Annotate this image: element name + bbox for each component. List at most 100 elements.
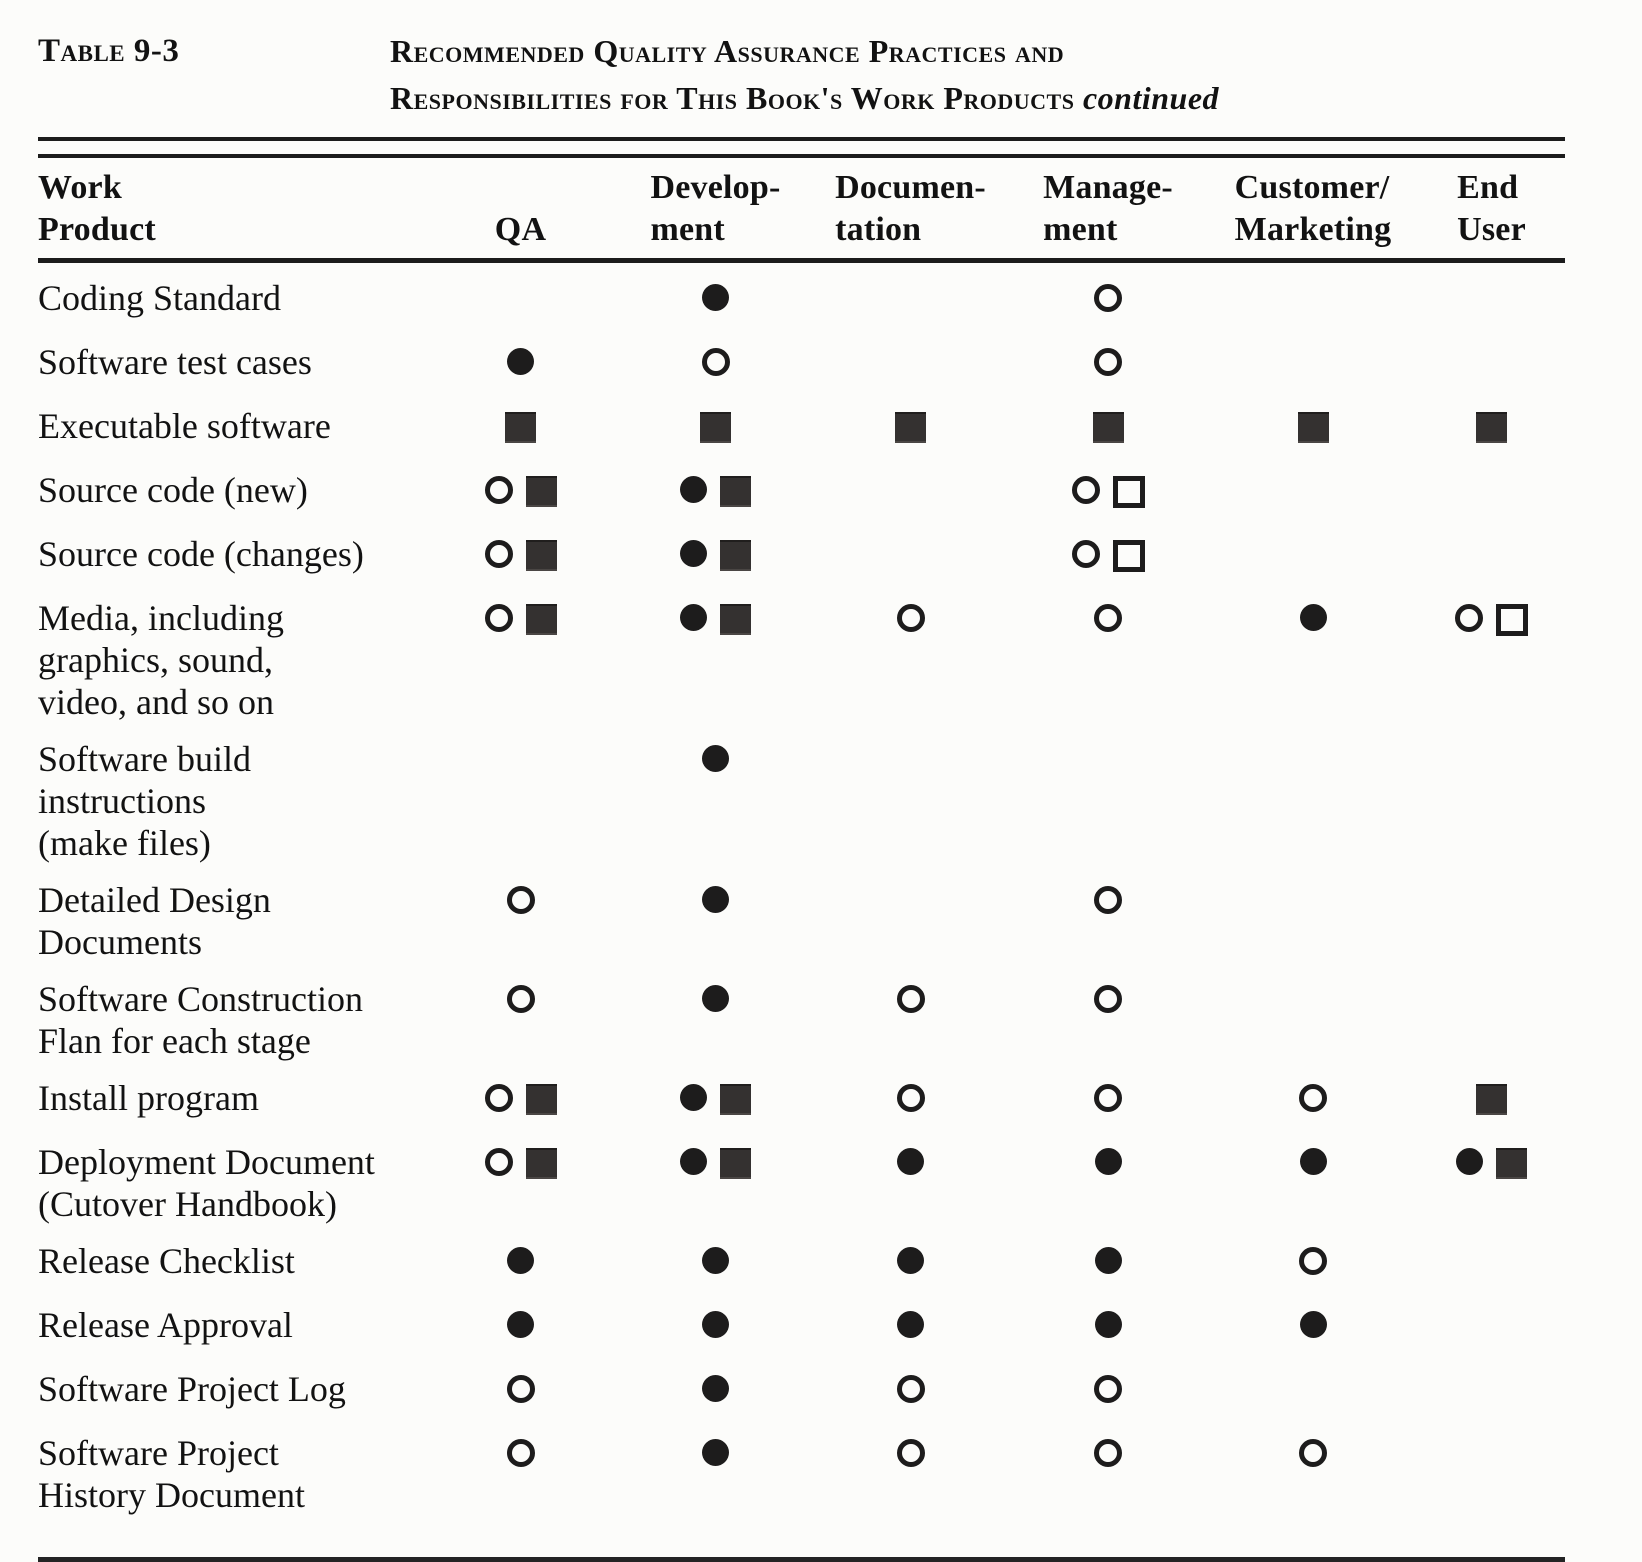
column-header-management: Manage-ment xyxy=(1008,167,1208,251)
continued-marker: continued xyxy=(1082,80,1220,116)
open-circle-icon xyxy=(1455,604,1483,632)
cell-end-user xyxy=(1418,978,1565,1062)
cell-end-user xyxy=(1418,277,1565,326)
work-product-name: Software build instructions (make files) xyxy=(38,738,423,864)
filled-circle-icon xyxy=(1456,1148,1483,1175)
cell-development xyxy=(618,879,813,963)
cell-management xyxy=(1008,1240,1208,1289)
cell-qa xyxy=(423,597,618,723)
cell-end-user xyxy=(1418,469,1565,518)
column-header-development: Develop-ment xyxy=(618,167,813,251)
filled-square-icon xyxy=(525,1084,557,1115)
header-line: Customer/ xyxy=(1234,169,1390,206)
cell-documentation xyxy=(813,1368,1008,1417)
filled-square-icon xyxy=(525,604,557,635)
open-square-icon xyxy=(1112,476,1145,508)
column-header-qa: QA xyxy=(423,167,618,251)
open-square-icon xyxy=(1112,540,1145,572)
filled-circle-icon xyxy=(680,1084,707,1111)
cell-customer-marketing xyxy=(1208,405,1418,454)
work-product-name: Media, including graphics, sound, video, a… xyxy=(38,597,423,723)
work-product-name-line: History Document xyxy=(38,1475,305,1515)
work-product-name-line: video, and so on xyxy=(38,682,274,722)
cell-management xyxy=(1008,978,1208,1062)
table-row: Software Project Log xyxy=(38,1368,1565,1432)
cell-management xyxy=(1008,277,1208,326)
cell-management xyxy=(1008,1077,1208,1126)
open-circle-icon xyxy=(896,604,925,632)
cell-development xyxy=(618,1240,813,1289)
cell-end-user xyxy=(1418,1077,1565,1126)
cell-customer-marketing xyxy=(1208,1304,1418,1353)
cell-customer-marketing xyxy=(1208,1432,1418,1516)
cell-qa xyxy=(423,1077,618,1126)
cell-customer-marketing xyxy=(1208,738,1418,864)
open-circle-icon xyxy=(1071,476,1100,504)
work-product-name: Release Approval xyxy=(38,1304,423,1353)
filled-circle-icon xyxy=(1299,1148,1327,1175)
cell-development xyxy=(618,978,813,1062)
column-header-text: End User xyxy=(1457,167,1526,251)
top-double-rule xyxy=(38,137,1565,158)
work-product-name-line: Software Project Log xyxy=(38,1369,346,1409)
cell-documentation xyxy=(813,1240,1008,1289)
open-circle-icon xyxy=(1299,1084,1327,1112)
filled-circle-icon xyxy=(897,1148,924,1175)
filled-square-icon xyxy=(1476,1084,1507,1115)
table-row: Source code (new) xyxy=(38,469,1565,533)
column-header-text: QA xyxy=(495,209,546,251)
filled-square-icon xyxy=(720,604,751,635)
cell-end-user xyxy=(1418,879,1565,963)
cell-end-user xyxy=(1418,533,1565,582)
cell-customer-marketing xyxy=(1208,1077,1418,1126)
filled-square-icon xyxy=(720,476,751,507)
work-product-name: Detailed Design Documents xyxy=(38,879,423,963)
table-row: Executable software xyxy=(38,405,1565,469)
cell-customer-marketing xyxy=(1208,1141,1418,1225)
filled-square-icon xyxy=(525,540,557,571)
cell-end-user xyxy=(1418,341,1565,390)
open-circle-icon xyxy=(896,1084,925,1112)
work-product-name-line: Coding Standard xyxy=(38,278,281,318)
table-header-row: Work Product QA Develop-ment Documen-tation M… xyxy=(38,167,1565,251)
work-product-name-line: Install program xyxy=(38,1078,259,1118)
filled-square-icon xyxy=(525,476,557,507)
cell-customer-marketing xyxy=(1208,533,1418,582)
filled-circle-icon xyxy=(702,1439,729,1466)
table-row: Release Checklist xyxy=(38,1240,1565,1304)
open-circle-icon xyxy=(896,1375,925,1403)
cell-qa xyxy=(423,879,618,963)
filled-circle-icon xyxy=(1299,1311,1327,1338)
filled-circle-icon xyxy=(1094,1311,1122,1338)
filled-circle-icon xyxy=(507,348,534,375)
cell-qa xyxy=(423,738,618,864)
work-product-name-line: Detailed Design xyxy=(38,880,271,920)
cell-qa xyxy=(423,1304,618,1353)
work-product-name: Software Construction Flan for each stage xyxy=(38,978,423,1062)
filled-circle-icon xyxy=(680,1148,707,1175)
filled-square-icon xyxy=(1092,412,1124,443)
work-product-name-line: instructions xyxy=(38,781,206,821)
cell-qa xyxy=(423,1432,618,1516)
work-product-name-line: Release Checklist xyxy=(38,1241,295,1281)
work-product-name-line: Source code (new) xyxy=(38,470,308,510)
open-circle-icon xyxy=(484,1084,513,1112)
cell-development xyxy=(618,1304,813,1353)
cell-development xyxy=(618,1368,813,1417)
cell-documentation xyxy=(813,341,1008,390)
cell-management xyxy=(1008,597,1208,723)
table-row: Software test cases xyxy=(38,341,1565,405)
filled-circle-icon xyxy=(1094,1148,1122,1175)
open-square-icon xyxy=(1496,604,1528,636)
table-row: Software build instructions (make files) xyxy=(38,738,1565,879)
open-circle-icon xyxy=(1094,284,1122,312)
work-product-name: Coding Standard xyxy=(38,277,423,326)
column-header-text: Work Product xyxy=(38,167,156,251)
work-product-name-line: (make files) xyxy=(38,823,211,863)
filled-square-icon xyxy=(1476,412,1507,443)
work-product-name-line: Software Project xyxy=(38,1433,279,1473)
cell-development xyxy=(618,597,813,723)
header-line: ment xyxy=(650,211,725,248)
table-number-label: Table 9-3 xyxy=(38,33,180,69)
cell-development xyxy=(618,738,813,864)
